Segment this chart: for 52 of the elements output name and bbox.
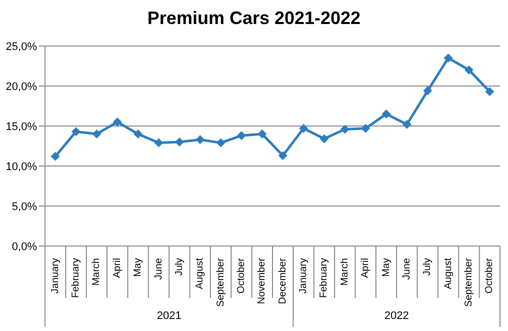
x-tick-label: May bbox=[380, 258, 392, 277]
x-tick-label: October bbox=[236, 257, 247, 294]
x-tick-label: September bbox=[463, 257, 474, 307]
point bbox=[340, 124, 350, 134]
point bbox=[485, 87, 494, 96]
x-tick-label: November bbox=[256, 257, 268, 304]
point bbox=[72, 127, 81, 136]
y-tick-label: 10,0% bbox=[6, 160, 38, 173]
y-tick-label: 0,0% bbox=[12, 240, 38, 253]
point bbox=[402, 120, 412, 129]
point bbox=[423, 86, 432, 96]
x-tick-label: April bbox=[112, 258, 123, 278]
x-tick-label: July bbox=[174, 258, 185, 276]
point bbox=[154, 138, 164, 148]
x-tick-label: August bbox=[194, 258, 206, 290]
point bbox=[112, 118, 122, 126]
x-tick-label: June bbox=[401, 258, 412, 280]
point bbox=[444, 54, 453, 62]
point bbox=[258, 130, 267, 138]
point bbox=[278, 151, 288, 160]
point bbox=[50, 152, 60, 161]
x-tick-label: October bbox=[484, 257, 496, 294]
y-tick-label: 5,0% bbox=[12, 200, 38, 213]
point bbox=[320, 134, 329, 144]
x-tick-label: February bbox=[70, 258, 82, 298]
point bbox=[464, 66, 474, 74]
point bbox=[236, 131, 246, 140]
x-tick-label: January bbox=[50, 258, 61, 294]
x-tick-label: March bbox=[339, 258, 350, 286]
text: 2022 bbox=[384, 310, 409, 322]
x-tick-label: May bbox=[132, 258, 144, 277]
x-tick-label: March bbox=[91, 258, 102, 286]
x-tick-label: April bbox=[360, 258, 372, 278]
x-tick-label: February bbox=[318, 258, 330, 298]
x-tick-label: September bbox=[215, 257, 226, 307]
y-tick-label: 15,0% bbox=[6, 120, 38, 133]
text: 2021 bbox=[156, 310, 182, 322]
point bbox=[134, 130, 143, 138]
y-tick-label: 25,0% bbox=[6, 40, 38, 53]
point bbox=[382, 110, 391, 118]
x-tick-label: December bbox=[277, 257, 288, 304]
point bbox=[216, 138, 226, 148]
point bbox=[196, 135, 205, 144]
point bbox=[299, 124, 308, 133]
x-tick-label: July bbox=[422, 258, 434, 276]
x-tick-label: June bbox=[153, 258, 164, 280]
x-tick-label: January bbox=[298, 258, 310, 294]
x-tick-label: August bbox=[442, 258, 454, 290]
chart-title: Premium Cars 2021-2022 bbox=[146, 8, 362, 29]
point bbox=[92, 130, 102, 138]
point bbox=[361, 124, 370, 133]
y-tick-label: 20,0% bbox=[6, 80, 38, 93]
